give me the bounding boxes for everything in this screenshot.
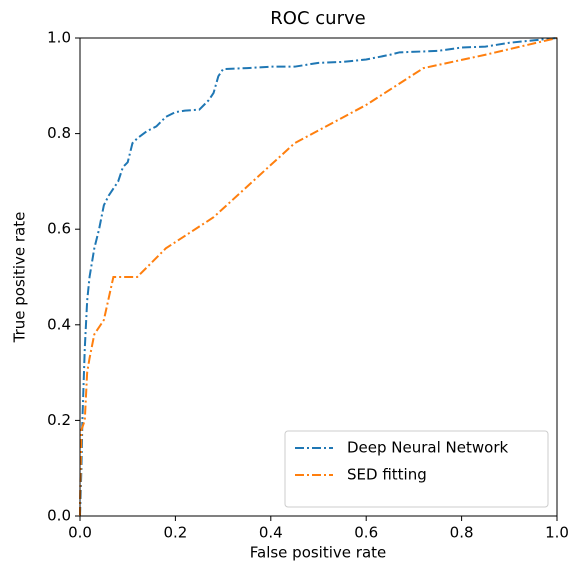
y-tick-label: 0.2 — [47, 411, 71, 429]
chart-title: ROC curve — [270, 8, 365, 29]
y-tick-label: 0.4 — [47, 315, 71, 333]
x-tick-label: 0.0 — [68, 524, 92, 542]
y-axis-label: True positive rate — [11, 212, 29, 344]
line-series — [79, 37, 558, 517]
y-tick-label: 0.8 — [47, 124, 71, 142]
legend-box — [284, 430, 549, 508]
x-tick-label: 0.8 — [450, 524, 474, 542]
y-tick-label: 0.6 — [47, 220, 71, 238]
x-tick-label: 0.4 — [259, 524, 283, 542]
y-tick-label: 0.0 — [47, 507, 71, 525]
x-axis-label: False positive rate — [250, 544, 387, 562]
legend-label: SED fitting — [347, 466, 427, 484]
x-tick-label: 0.6 — [354, 524, 378, 542]
x-tick-label: 1.0 — [545, 524, 569, 542]
legend-label: Deep Neural Network — [347, 439, 508, 457]
x-tick-label: 0.2 — [163, 524, 187, 542]
line-series — [79, 37, 558, 516]
y-tick-label: 1.0 — [47, 29, 71, 47]
plot-frame — [79, 37, 558, 517]
